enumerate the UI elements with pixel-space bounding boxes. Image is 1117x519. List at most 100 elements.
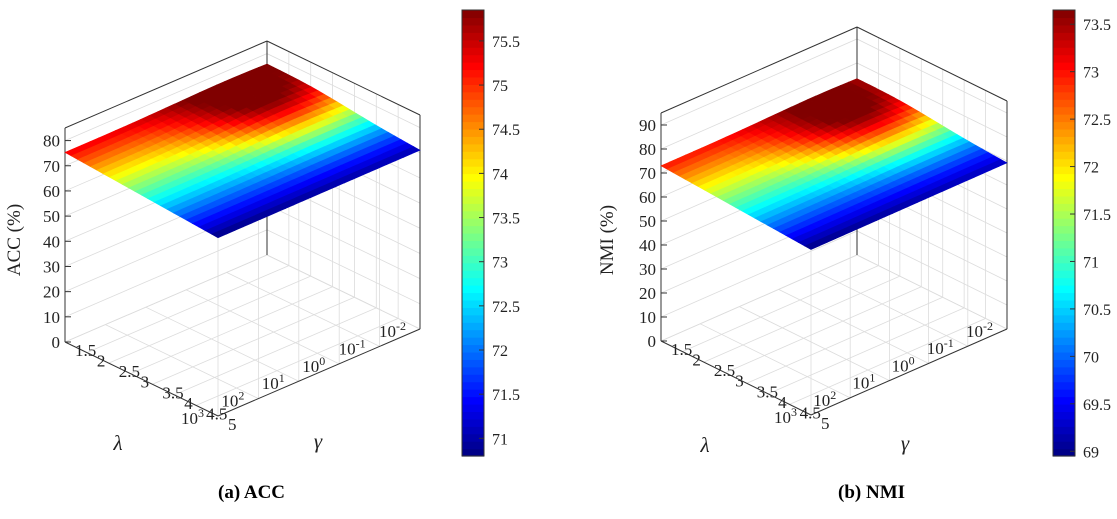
gamma-tick-label: 4 — [778, 393, 787, 412]
lambda-tick-label: 103 — [181, 406, 204, 428]
colorbar-tick-label: 71 — [1083, 254, 1099, 271]
colorbar-segment — [462, 10, 484, 19]
colorbar-segment — [1053, 210, 1075, 219]
colorbar-tick-label: 73 — [492, 255, 508, 272]
surface-patch — [210, 230, 228, 239]
colorbar-segment — [1053, 151, 1075, 160]
gamma-tick-label: 5 — [228, 415, 237, 434]
frame-top-left — [64, 40, 268, 129]
colorbar-segment — [1053, 433, 1075, 442]
colorbar-segment — [1053, 106, 1075, 115]
z-tick-label: 70 — [43, 157, 60, 176]
colorbar-segment — [462, 233, 484, 242]
colorbar-segment — [1053, 166, 1075, 175]
colorbar-segment — [462, 69, 484, 78]
colorbar-segment — [462, 277, 484, 286]
colorbar-segment — [1053, 337, 1075, 346]
colorbar-segment — [462, 62, 484, 71]
colorbar-tick-label: 73 — [1083, 65, 1099, 82]
colorbar-border — [461, 9, 485, 457]
colorbar-segment — [1053, 366, 1075, 375]
colorbar-tick-label: 71.5 — [1083, 207, 1111, 224]
lambda-axis-title: λ — [699, 433, 709, 457]
lambda-tick-label: 101 — [852, 371, 875, 393]
colorbar-segment — [1053, 262, 1075, 271]
z-tick-label: 10 — [639, 308, 656, 327]
colorbar-segment — [462, 270, 484, 279]
colorbar-tick-label: 75.5 — [492, 34, 520, 51]
frame-top-right — [266, 40, 421, 116]
colorbar-segment — [1053, 403, 1075, 412]
colorbar-segment — [462, 84, 484, 93]
z-tick-label: 50 — [639, 212, 656, 231]
frame-top-right — [856, 26, 1008, 102]
lambda-axis-title: λ — [112, 431, 122, 455]
colorbar-segment — [1053, 69, 1075, 78]
colorbar-segment — [462, 114, 484, 123]
z-tick-label: 0 — [52, 333, 61, 352]
colorbar-tick-label: 73.5 — [1083, 17, 1111, 34]
gamma-tick-label: 2 — [692, 351, 701, 370]
colorbar-segment — [462, 128, 484, 137]
gamma-axis-title: γ — [901, 431, 910, 455]
colorbar-segment — [462, 389, 484, 398]
z-tick-label: 10 — [43, 308, 60, 327]
colorbar-segment — [1053, 396, 1075, 405]
grid-line-z — [64, 229, 421, 318]
colorbar-segment — [1053, 84, 1075, 93]
lambda-tick-label: 100 — [302, 354, 325, 376]
colorbar-tick-label: 71 — [492, 431, 508, 448]
z-tick-label: 20 — [43, 283, 60, 302]
colorbar-segment — [462, 225, 484, 234]
axis-lambda — [217, 328, 421, 417]
colorbar-tick-label: 72 — [1083, 160, 1099, 177]
z-axis-title: ACC (%) — [4, 204, 25, 276]
colorbar-tick-label: 74 — [492, 166, 508, 183]
colorbar-segment — [1053, 10, 1075, 19]
lambda-tick-label: 10-2 — [379, 319, 406, 341]
gamma-axis-title: γ — [314, 429, 323, 453]
colorbar-segment — [1053, 158, 1075, 167]
colorbar-border — [1052, 9, 1076, 457]
colorbar-segment — [462, 329, 484, 338]
axis-gamma — [64, 341, 219, 417]
z-tick-label: 60 — [43, 182, 60, 201]
colorbar-segment — [462, 351, 484, 360]
gamma-tick-label: 2.5 — [119, 362, 140, 381]
z-tick-label: 30 — [43, 257, 60, 276]
colorbar-segment — [1053, 180, 1075, 189]
colorbar-segment — [1053, 255, 1075, 264]
colorbar-tick-label: 72.5 — [1083, 112, 1111, 129]
gamma-tick-label: 4 — [184, 394, 193, 413]
colorbar-segment — [1053, 121, 1075, 130]
colorbar-segment — [1053, 17, 1075, 26]
colorbar-tick-label: 74.5 — [492, 122, 520, 139]
gamma-tick-label: 2 — [97, 352, 106, 371]
colorbar-segment — [1053, 76, 1075, 85]
colorbar-segment — [462, 366, 484, 375]
colorbar-segment — [462, 299, 484, 308]
colorbar-segment — [462, 247, 484, 256]
colorbar-segment — [1053, 136, 1075, 145]
z-tick-label: 90 — [639, 116, 656, 135]
colorbar-segment — [1053, 322, 1075, 331]
surface — [660, 78, 1008, 250]
colorbar-segment — [462, 418, 484, 427]
colorbar-segment — [462, 403, 484, 412]
colorbar-segment — [1053, 448, 1075, 457]
lambda-tick-label: 101 — [262, 371, 285, 393]
colorbar-segment — [462, 99, 484, 108]
frame-top-left — [660, 26, 858, 114]
colorbar-segment — [1053, 344, 1075, 353]
colorbar-segment — [1053, 351, 1075, 360]
colorbar-segment — [1053, 285, 1075, 294]
colorbar-tick-label: 69 — [1083, 444, 1099, 461]
colorbar-segment — [462, 166, 484, 175]
caption-acc: (a) ACC — [218, 482, 286, 503]
colorbar-segment — [1053, 329, 1075, 338]
z-tick-label: 0 — [648, 332, 657, 351]
colorbar-segment — [1053, 426, 1075, 435]
colorbar-segment — [1053, 32, 1075, 41]
colorbar-segment — [462, 322, 484, 331]
gamma-tick-label: 2.5 — [714, 361, 735, 380]
